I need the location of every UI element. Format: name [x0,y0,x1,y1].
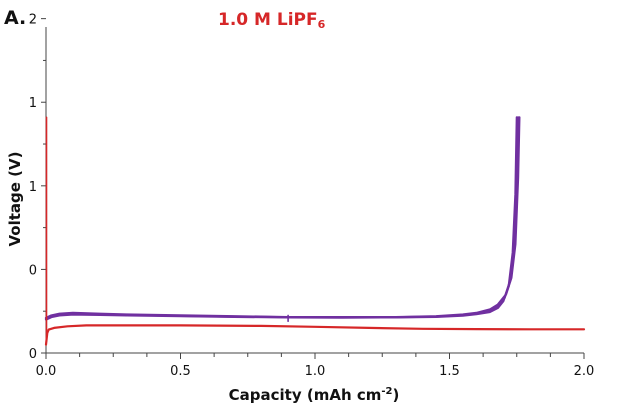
x-tick-label: 2.0 [574,364,595,379]
panel-label: A. [4,7,26,29]
x-tick-label: 1.0 [305,364,326,379]
y-tick-label: 0 [29,263,37,278]
x-tick-label: 1.5 [439,364,460,379]
chart-title: 1.0 M LiPF6 [218,10,326,31]
series-layer [44,116,586,346]
y-tick-label: 1 [29,180,37,195]
plot-area: 0.0 0.5 1.0 1.5 2.0 0 0 1 1 2 [29,13,595,379]
x-axis-title-superscript: -2 [381,386,392,397]
y-tick-label: 1 [29,96,37,111]
series-line-1 [44,116,520,320]
x-axis-title-close: ) [392,386,399,404]
series-line-3 [44,324,586,346]
x-axis-title-text: Capacity (mAh cm [229,386,382,404]
series-line-2 [44,116,518,321]
x-tick-label: 0.0 [36,364,57,379]
series-line-0 [44,116,521,319]
y-axis-title: Voltage (V) [6,152,24,247]
y-tick-label: 2 [29,13,37,28]
chart-title-text: 1.0 M LiPF [218,10,318,30]
x-tick-label: 0.5 [170,364,191,379]
x-axis-title: Capacity (mAh cm-2) [229,386,400,404]
chart-title-subscript: 6 [318,18,326,31]
y-tick-label: 0 [29,347,37,362]
